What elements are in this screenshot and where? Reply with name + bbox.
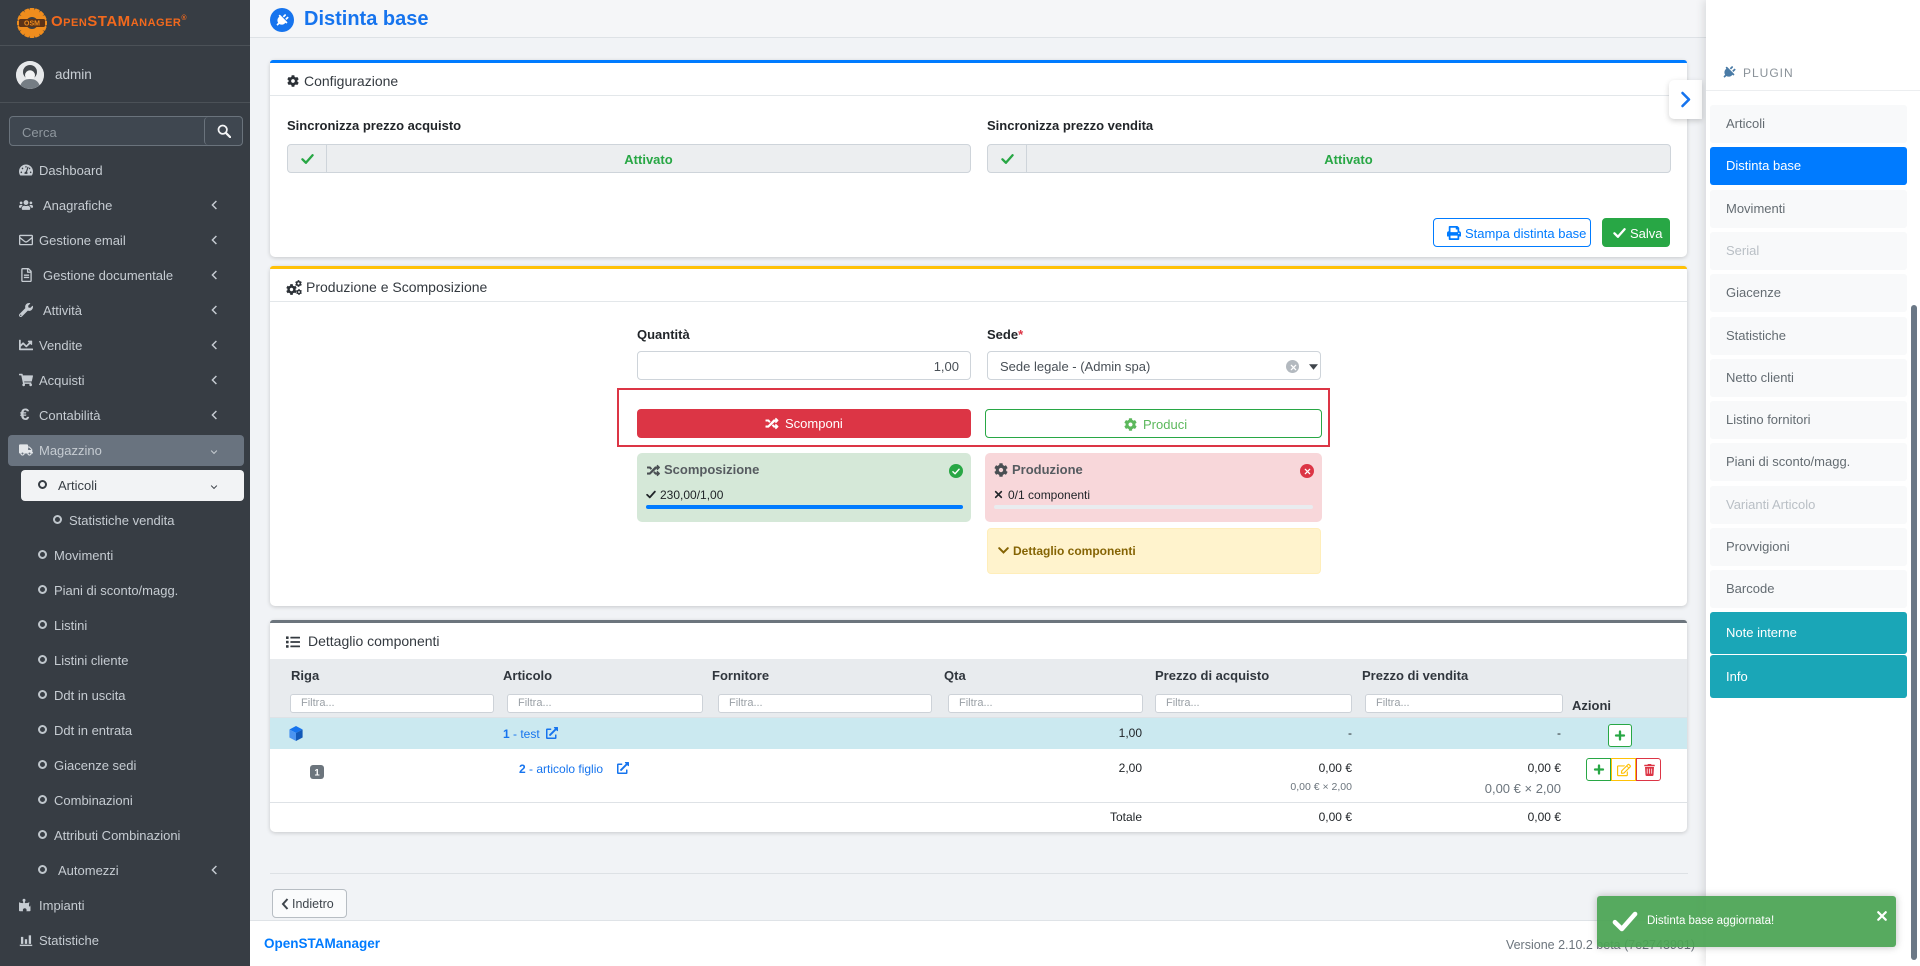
- svg-text:1: 1: [314, 768, 320, 779]
- svg-text:OSM: OSM: [24, 21, 40, 28]
